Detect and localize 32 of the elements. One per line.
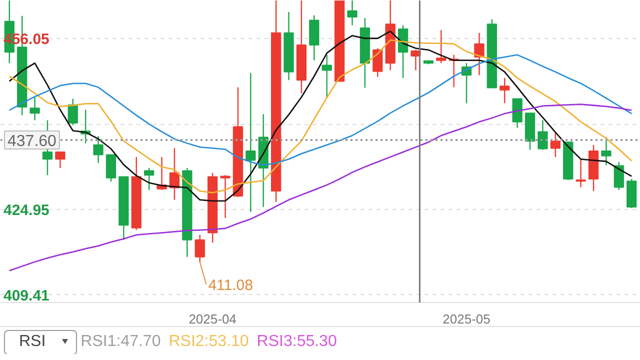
annotation: 411.08 (208, 276, 253, 294)
text: RSI (4, 330, 77, 355)
candlestick (246, 72, 256, 212)
line-series (8, 54, 632, 166)
candlestick (474, 32, 484, 76)
candlestick (30, 96, 40, 121)
text: RSI2:53.10 (168, 333, 249, 350)
candlestick (614, 161, 624, 191)
candlestick (436, 30, 446, 64)
candlestick (55, 151, 66, 169)
x-tick-label: 2025-04 (188, 312, 236, 326)
y-tick-label: 424.95 (4, 202, 50, 219)
x-tick-label: 2025-05 (442, 312, 490, 326)
candlestick (372, 48, 383, 78)
candlestick (550, 132, 560, 158)
candlestick (144, 167, 154, 191)
candlestick (347, 0, 358, 26)
candlestick (576, 157, 586, 188)
candlestick (538, 120, 548, 150)
ref-line-label: 437.60 (8, 132, 57, 150)
candlestick (106, 154, 116, 182)
candlestick (68, 98, 78, 126)
candlestick (93, 136, 104, 164)
candlestick (322, 54, 332, 98)
candlestick (512, 98, 522, 128)
candlestick (500, 77, 510, 104)
text: RSI1:47.70 (80, 333, 161, 350)
candlestick (601, 136, 612, 166)
candlestick (194, 234, 205, 262)
candlestick (220, 174, 230, 219)
text: RSI3:55.30 (256, 333, 337, 350)
y-tick-label: 409.41 (4, 287, 50, 304)
